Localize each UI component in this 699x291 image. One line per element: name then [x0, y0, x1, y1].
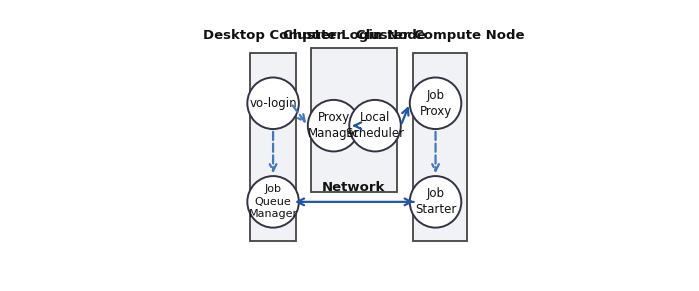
FancyBboxPatch shape	[250, 53, 296, 241]
Ellipse shape	[410, 176, 461, 228]
Ellipse shape	[350, 100, 401, 151]
Ellipse shape	[247, 77, 299, 129]
Text: Proxy
Manager: Proxy Manager	[308, 111, 359, 140]
Text: Job
Starter: Job Starter	[415, 187, 456, 216]
Ellipse shape	[410, 77, 461, 129]
Text: Local
Scheduler: Local Scheduler	[345, 111, 405, 140]
Text: Job
Proxy: Job Proxy	[419, 89, 452, 118]
FancyBboxPatch shape	[311, 48, 398, 192]
Ellipse shape	[308, 100, 359, 151]
Text: Job
Queue
Manager: Job Queue Manager	[249, 184, 298, 219]
Text: Desktop Computer: Desktop Computer	[203, 29, 343, 42]
Text: vo-login: vo-login	[250, 97, 297, 110]
Text: Cluster Compute Node: Cluster Compute Node	[356, 29, 524, 42]
FancyBboxPatch shape	[413, 53, 467, 241]
Text: Network: Network	[322, 181, 385, 194]
Ellipse shape	[247, 176, 299, 228]
Text: Cluster Login Node: Cluster Login Node	[283, 29, 426, 42]
